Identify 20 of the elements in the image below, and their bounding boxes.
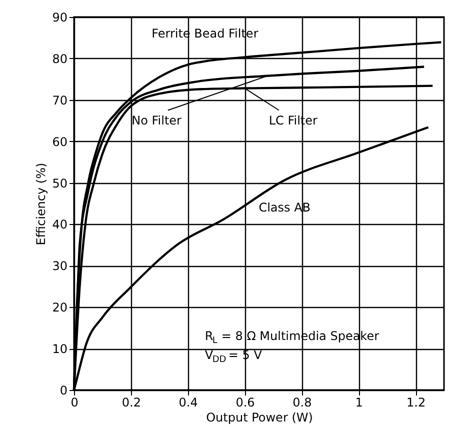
x-tick-label: 0: [70, 396, 78, 410]
x-tick-label: 0.2: [122, 396, 141, 410]
y-tick-label: 70: [52, 93, 68, 108]
y-tick-label: 40: [52, 218, 68, 232]
x-tick-label: 0.4: [178, 396, 198, 410]
x-axis-title: Output Power (W): [206, 410, 313, 424]
x-tick-label: 1: [355, 396, 363, 410]
x-tick-label: 1.2: [406, 396, 426, 410]
y-tick-label: 30: [52, 259, 68, 274]
y-tick-label: 0: [60, 384, 68, 398]
series-label: No Filter: [132, 114, 182, 128]
y-tick-label: 50: [52, 176, 68, 190]
x-tick-label: 0.8: [292, 396, 312, 410]
y-tick-label: 20: [52, 300, 68, 315]
y-tick-label: 10: [52, 342, 68, 356]
y-tick-label: 60: [52, 134, 68, 149]
y-axis-title: Efficiency (%): [34, 162, 48, 246]
y-tick-label: 90: [52, 10, 68, 24]
x-tick-label: 0.6: [236, 396, 255, 410]
y-tick-label: 80: [52, 52, 68, 66]
